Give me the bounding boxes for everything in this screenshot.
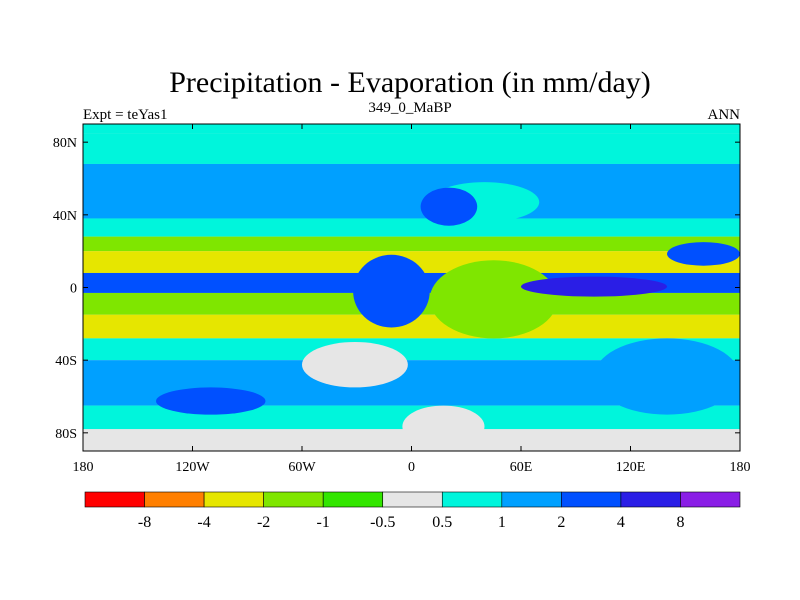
colorbar-label: -4 [197,514,210,531]
x-tick-label: 120E [616,460,646,475]
colorbar-label: -1 [317,514,330,531]
colorbar: -8 -4 -2 -1 -0.5 0.5 1 2 4 8 [84,491,741,531]
feature-tethys-convergence [521,276,667,297]
colorbar-swatch [561,491,622,508]
colorbar-label: -2 [257,514,270,531]
y-tick-label: 40N [53,209,77,224]
feature-southern-dry-land [302,342,408,388]
band-north-transition [83,218,740,237]
colorbar-swatch [84,491,145,508]
x-tick-label: 180 [730,460,751,475]
x-tick-label: 60W [288,460,316,475]
feature-northeast-wet [667,242,740,266]
x-tick-label: 120W [175,460,210,475]
colorbar-swatch [501,491,562,508]
x-tick-label: 180 [73,460,94,475]
colorbar-swatch [322,491,384,508]
band-north-subtropic-edge [83,236,740,252]
map-axes: 180 120W 60W 0 60E 120E 180 80N 40N 0 40S 80S [53,124,751,475]
colorbar-swatch [382,491,443,508]
colorbar-label: -8 [138,514,151,531]
feature-tropical-land [353,254,430,328]
colorbar-swatch [263,491,324,508]
feature-polar-dry-land [402,405,485,448]
chart-subtitle: 349_0_MaBP [368,100,451,116]
colorbar-label: 1 [498,514,506,531]
band-high-north [83,133,740,164]
colorbar-swatch [680,491,741,508]
colorbar-swatch [203,491,264,508]
band-south-transition [83,338,740,361]
feature-northern-land-wet [420,187,478,226]
x-tick-label: 60E [510,460,533,475]
colorbar-label: 4 [617,514,625,531]
feature-southwest-wet [156,387,266,415]
season-label: ANN [708,107,741,123]
y-tick-label: 0 [70,282,77,297]
colorbar-swatch [441,491,503,508]
colorbar-label: 8 [676,514,684,531]
y-tick-label: 80N [53,136,77,151]
feature-eastern-land [429,260,558,339]
band-south-subtropic [83,314,740,339]
colorbar-label: -0.5 [370,514,395,531]
experiment-label: Expt = teYas1 [83,107,167,123]
colorbar-swatch [144,491,205,508]
band-north-storm-track [83,163,740,219]
map-field [82,123,741,452]
colorbar-label: 0.5 [432,514,452,531]
feature-southeast-ocean [594,338,740,415]
colorbar-swatch [620,491,681,508]
chart-title: Precipitation - Evaporation (in mm/day) [169,66,651,99]
y-tick-label: 40S [55,354,77,369]
x-tick-label: 0 [408,460,415,475]
y-tick-label: 80S [55,427,77,442]
colorbar-label: 2 [557,514,565,531]
band-antarctic [83,429,740,451]
